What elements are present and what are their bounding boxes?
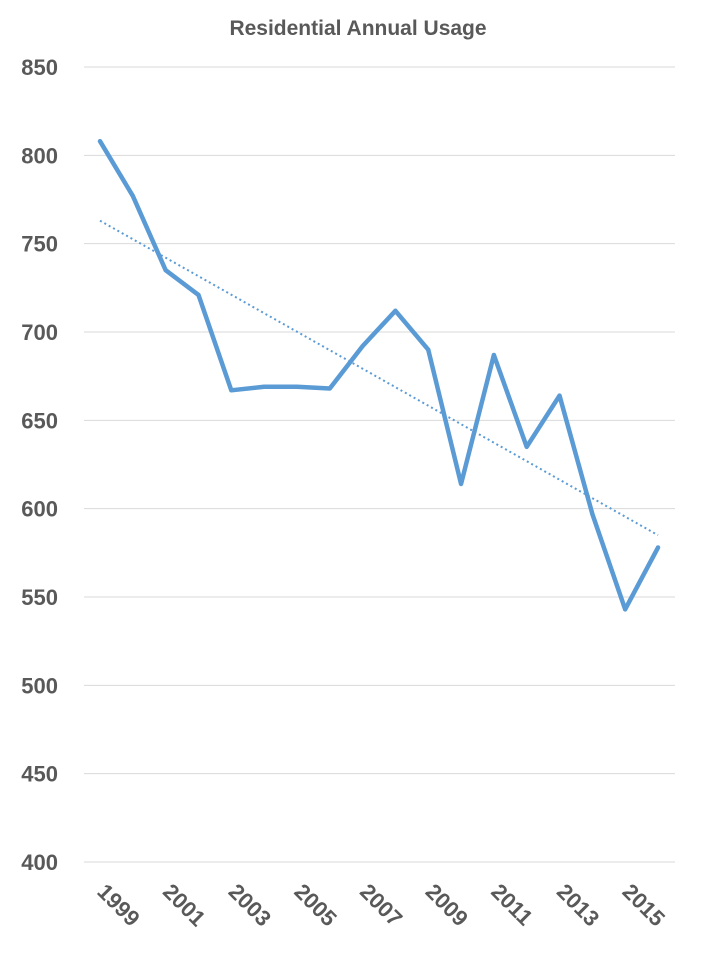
data-point — [590, 511, 595, 516]
y-tick-label: 400 — [21, 850, 58, 875]
y-axis-ticks: 400 450 500 550 600 650 700 750 800 850 — [21, 55, 58, 875]
y-tick-label: 800 — [21, 143, 58, 168]
x-tick-label: 2005 — [289, 879, 341, 931]
x-tick-label: 2009 — [421, 879, 473, 931]
y-tick-label: 750 — [21, 232, 58, 257]
data-point — [491, 352, 496, 357]
data-point — [262, 384, 267, 389]
trendline — [99, 219, 659, 537]
chart-title: Residential Annual Usage — [229, 17, 486, 40]
data-point — [130, 193, 135, 198]
trendline-layer — [99, 219, 659, 537]
y-tick-label: 550 — [21, 585, 58, 610]
y-tick-label: 700 — [21, 320, 58, 345]
series-layer — [97, 138, 661, 612]
y-tick-label: 850 — [21, 55, 58, 80]
x-tick-label: 2007 — [355, 879, 407, 931]
data-point — [229, 388, 234, 393]
data-point — [163, 268, 168, 273]
data-point — [557, 393, 562, 398]
data-point — [524, 444, 529, 449]
data-point — [393, 308, 398, 313]
y-tick-label: 650 — [21, 408, 58, 433]
data-point — [360, 344, 365, 349]
data-point — [294, 384, 299, 389]
x-tick-label: 2003 — [224, 879, 276, 931]
data-point — [623, 607, 628, 612]
grid-lines — [84, 66, 675, 863]
y-tick-label: 450 — [21, 762, 58, 787]
data-point — [656, 545, 660, 550]
x-tick-label: 2001 — [158, 879, 210, 931]
data-point — [196, 292, 201, 297]
y-tick-label: 500 — [21, 673, 58, 698]
x-tick-label: 2011 — [486, 879, 537, 930]
data-point — [98, 139, 102, 144]
x-tick-label: 1999 — [92, 879, 144, 931]
data-point — [327, 386, 332, 391]
series-line — [97, 138, 661, 612]
y-tick-label: 600 — [21, 497, 58, 522]
data-point — [426, 347, 431, 352]
data-point — [459, 481, 464, 486]
x-tick-label: 2013 — [552, 879, 604, 931]
x-axis-ticks: 1999 2001 2003 2005 2007 2009 2011 2013 2015 — [92, 879, 669, 931]
x-tick-label: 2015 — [618, 879, 670, 931]
